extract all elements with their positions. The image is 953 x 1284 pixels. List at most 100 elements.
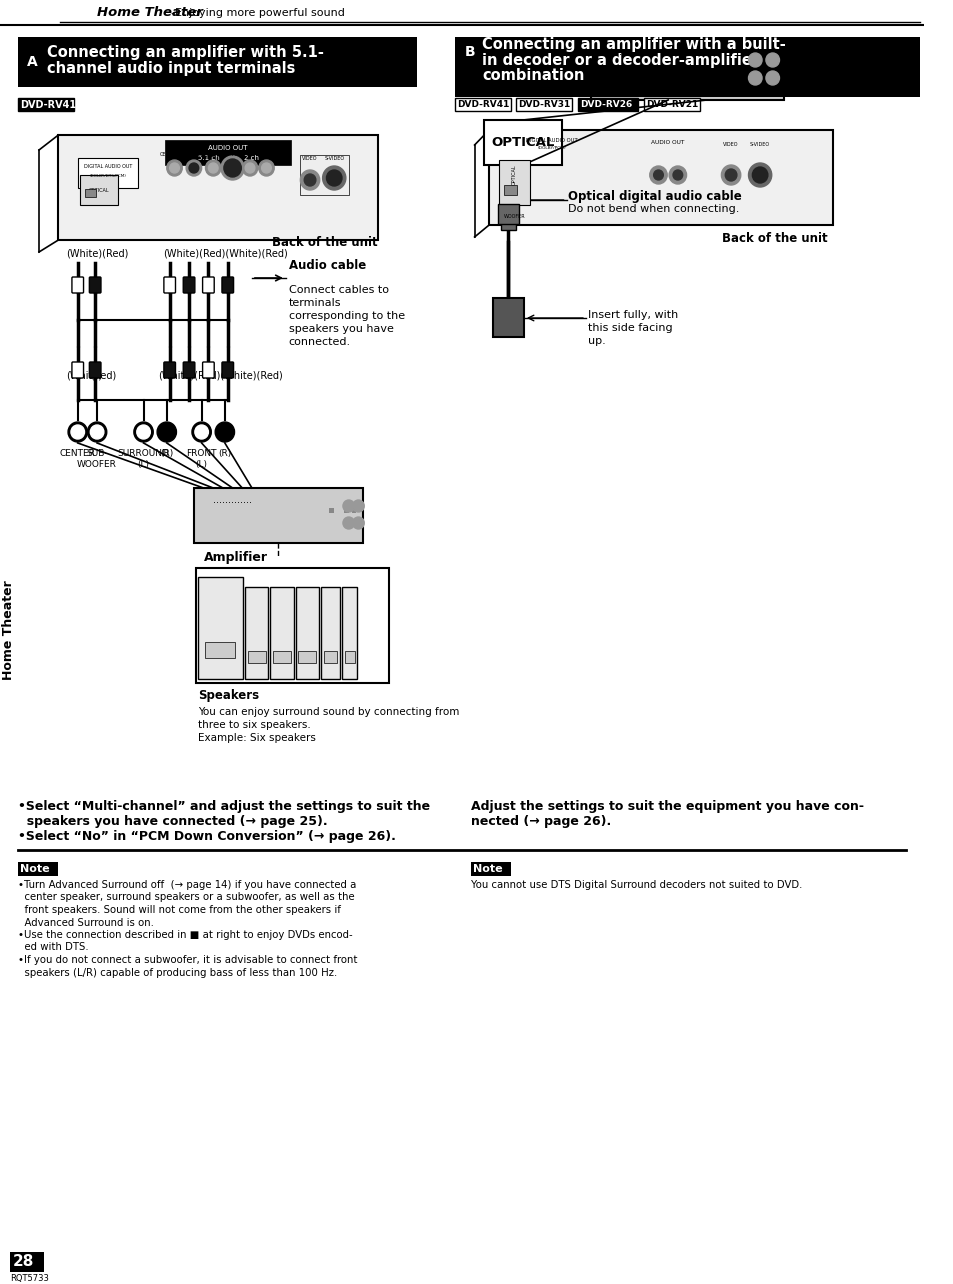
Circle shape (170, 163, 179, 173)
Text: .............: ............. (610, 48, 648, 56)
Circle shape (322, 166, 346, 190)
Text: Optical digital audio cable: Optical digital audio cable (568, 190, 741, 203)
Text: -Enjoying more powerful sound: -Enjoying more powerful sound (171, 8, 344, 18)
FancyBboxPatch shape (295, 587, 318, 679)
FancyBboxPatch shape (323, 651, 336, 663)
Text: AUDIO OUT: AUDIO OUT (208, 145, 247, 152)
Text: three to six speakers.: three to six speakers. (197, 720, 310, 731)
Circle shape (205, 160, 221, 176)
Text: OPTICAL: OPTICAL (89, 187, 110, 193)
Circle shape (136, 425, 151, 439)
Text: Advanced Surround is on.: Advanced Surround is on. (18, 918, 153, 927)
Text: 2 ch: 2 ch (244, 155, 259, 160)
Circle shape (186, 160, 201, 176)
Text: You can enjoy surround sound by connecting from: You can enjoy surround sound by connecti… (197, 707, 458, 716)
FancyBboxPatch shape (202, 362, 214, 377)
Text: combination: combination (482, 68, 584, 82)
Text: (White): (White) (66, 370, 102, 380)
FancyBboxPatch shape (77, 158, 137, 187)
Circle shape (242, 160, 257, 176)
Text: (DOLBY/PCM): (DOLBY/PCM) (537, 146, 566, 150)
Text: DIGITAL AUDIO OUT: DIGITAL AUDIO OUT (526, 137, 578, 143)
Circle shape (261, 163, 271, 173)
FancyBboxPatch shape (90, 362, 101, 377)
Circle shape (748, 71, 761, 85)
Circle shape (218, 425, 232, 439)
FancyBboxPatch shape (270, 587, 294, 679)
FancyBboxPatch shape (183, 362, 194, 377)
FancyBboxPatch shape (329, 508, 334, 514)
Text: SURROUND L/: SURROUND L/ (187, 153, 220, 158)
Text: WOOFER: WOOFER (77, 460, 117, 469)
FancyBboxPatch shape (470, 862, 511, 876)
FancyBboxPatch shape (484, 119, 561, 166)
FancyBboxPatch shape (183, 277, 194, 293)
Text: channel audio input terminals: channel audio input terminals (47, 60, 294, 76)
Text: 28: 28 (13, 1254, 34, 1270)
Text: nected (→ page 26).: nected (→ page 26). (470, 815, 610, 828)
FancyBboxPatch shape (352, 508, 356, 514)
Circle shape (326, 169, 341, 186)
Circle shape (752, 167, 767, 184)
Circle shape (91, 425, 104, 439)
FancyBboxPatch shape (503, 185, 517, 195)
Circle shape (748, 53, 761, 67)
Circle shape (68, 422, 88, 442)
Circle shape (304, 175, 315, 186)
FancyBboxPatch shape (590, 40, 783, 100)
Text: DVD-RV21: DVD-RV21 (645, 100, 698, 109)
Circle shape (653, 169, 662, 180)
Circle shape (258, 160, 274, 176)
Text: A: A (28, 55, 38, 69)
Text: WOOFER: WOOFER (503, 214, 524, 220)
Text: (R): (R) (218, 449, 232, 458)
Text: speakers (L/R) capable of producing bass of less than 100 Hz.: speakers (L/R) capable of producing bass… (18, 968, 336, 977)
Text: (Red): (Red) (91, 370, 116, 380)
Text: Insert fully, with: Insert fully, with (587, 309, 678, 320)
Text: OPTICAL: OPTICAL (491, 136, 554, 149)
Text: front speakers. Sound will not come from the other speakers if: front speakers. Sound will not come from… (18, 905, 340, 915)
FancyBboxPatch shape (165, 140, 291, 166)
FancyBboxPatch shape (80, 175, 118, 205)
FancyBboxPatch shape (497, 204, 518, 223)
Text: speakers you have connected (→ page 25).: speakers you have connected (→ page 25). (18, 815, 327, 828)
Circle shape (353, 517, 364, 529)
FancyBboxPatch shape (18, 862, 58, 876)
Text: SUB-: SUB- (86, 449, 108, 458)
Circle shape (724, 169, 736, 181)
FancyBboxPatch shape (516, 98, 572, 110)
Text: DVD-RV26: DVD-RV26 (579, 100, 632, 109)
Text: speakers you have: speakers you have (289, 324, 394, 334)
FancyBboxPatch shape (248, 651, 265, 663)
Text: •Turn Advanced Surround off  (→ page 14) if you have connected a: •Turn Advanced Surround off (→ page 14) … (18, 880, 355, 890)
Circle shape (765, 53, 779, 67)
FancyBboxPatch shape (205, 642, 234, 657)
FancyBboxPatch shape (643, 98, 700, 110)
FancyBboxPatch shape (245, 587, 268, 679)
FancyBboxPatch shape (18, 37, 416, 87)
Text: Back of the unit: Back of the unit (272, 236, 377, 249)
Circle shape (748, 163, 771, 187)
Text: B: B (464, 45, 475, 59)
FancyBboxPatch shape (71, 277, 84, 293)
Text: Audio cable: Audio cable (289, 259, 366, 272)
FancyBboxPatch shape (493, 298, 523, 336)
Text: Note: Note (472, 864, 501, 874)
Text: Amplifier: Amplifier (203, 551, 267, 564)
Text: SURROUND: SURROUND (117, 449, 170, 458)
Text: Connect cables to: Connect cables to (289, 285, 388, 295)
FancyBboxPatch shape (164, 362, 175, 377)
Circle shape (765, 71, 779, 85)
Text: RQT5733: RQT5733 (10, 1274, 49, 1283)
FancyBboxPatch shape (222, 277, 233, 293)
Text: (White)(Red)(White)(Red): (White)(Red)(White)(Red) (158, 370, 282, 380)
Text: S-VIDEO: S-VIDEO (749, 143, 769, 148)
FancyBboxPatch shape (273, 651, 291, 663)
FancyBboxPatch shape (193, 488, 363, 543)
Circle shape (342, 499, 355, 512)
Circle shape (157, 422, 176, 442)
Text: DVD-RV31: DVD-RV31 (517, 100, 570, 109)
Text: FRONT: FRONT (186, 449, 216, 458)
FancyBboxPatch shape (489, 130, 832, 225)
Text: Back of the unit: Back of the unit (721, 232, 827, 245)
